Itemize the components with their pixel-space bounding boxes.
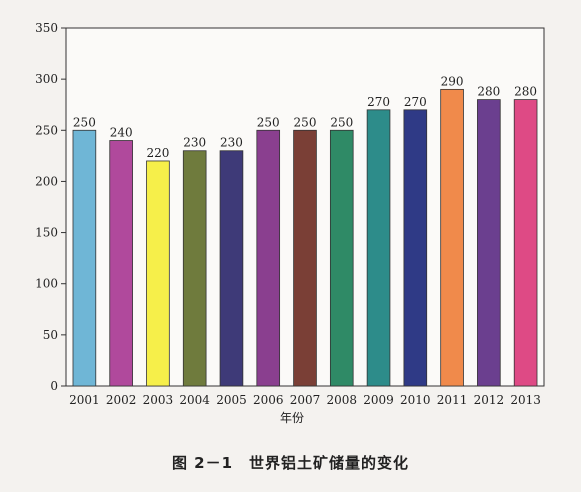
bar-2009 xyxy=(366,109,391,387)
data-label-2004: 230 xyxy=(183,136,206,150)
bar-2012 xyxy=(477,99,501,387)
x-tick-label: 2012 xyxy=(474,393,505,407)
x-tick-label: 2011 xyxy=(437,393,468,407)
x-tick-label: 2007 xyxy=(290,393,321,407)
caption-number: 图 2－1 xyxy=(171,454,234,472)
y-tick-label: 0 xyxy=(50,379,58,393)
bar-2005 xyxy=(219,150,244,387)
x-tick-label: 2004 xyxy=(179,393,210,407)
bar-2013 xyxy=(513,99,538,387)
data-label-2008: 250 xyxy=(330,115,353,129)
bar-2001 xyxy=(72,129,97,387)
x-tick-label: 2013 xyxy=(510,393,541,407)
bars xyxy=(72,88,538,387)
bar-2008 xyxy=(329,129,354,387)
data-label-2012: 280 xyxy=(477,85,500,99)
figure-caption: 图 2－1 世界铝土矿储量的变化 xyxy=(0,452,581,473)
bar-2007 xyxy=(293,129,317,387)
x-tick-label: 2009 xyxy=(363,393,394,407)
data-label-2005: 230 xyxy=(220,136,243,150)
data-labels: 250 240 220 230 230 250 250 250 270 270 290 280 280 xyxy=(73,74,537,160)
data-label-2007: 250 xyxy=(294,115,317,129)
data-label-2002: 240 xyxy=(110,126,133,140)
bar-2010 xyxy=(403,109,428,387)
y-tick-label: 100 xyxy=(35,277,58,291)
bar-2002 xyxy=(109,140,133,387)
x-tick-label: 2006 xyxy=(253,393,284,407)
bar-2003 xyxy=(146,160,170,387)
x-tick-label: 2008 xyxy=(326,393,357,407)
bar-2011 xyxy=(440,88,464,387)
data-label-2001: 250 xyxy=(73,115,96,129)
caption-text: 世界铝土矿储量的变化 xyxy=(249,454,410,472)
y-tick-label: 150 xyxy=(35,226,58,240)
bar-2006 xyxy=(256,129,281,387)
x-tick-label: 2001 xyxy=(69,393,100,407)
y-tick-label: 350 xyxy=(35,21,58,35)
data-label-2013: 280 xyxy=(514,85,537,99)
x-tick-label: 2010 xyxy=(400,393,431,407)
data-label-2010: 270 xyxy=(404,95,427,109)
y-tick-label: 50 xyxy=(43,328,58,342)
data-label-2006: 250 xyxy=(257,115,280,129)
data-label-2009: 270 xyxy=(367,95,390,109)
x-tick-label: 2005 xyxy=(216,393,247,407)
bar-2004 xyxy=(182,150,207,387)
y-axis: 0 50 100 150 200 250 300 350 xyxy=(35,21,66,393)
data-label-2003: 220 xyxy=(146,146,169,160)
x-tick-label: 2002 xyxy=(106,393,137,407)
y-tick-label: 250 xyxy=(35,123,58,137)
x-axis: 2001 2002 2003 2004 2005 2006 2007 2008 2009 2010… xyxy=(69,393,541,407)
x-axis-title: 年份 xyxy=(280,411,304,425)
y-tick-label: 300 xyxy=(35,72,58,86)
data-label-2011: 290 xyxy=(441,74,464,88)
y-tick-label: 200 xyxy=(35,174,58,188)
x-tick-label: 2003 xyxy=(143,393,174,407)
